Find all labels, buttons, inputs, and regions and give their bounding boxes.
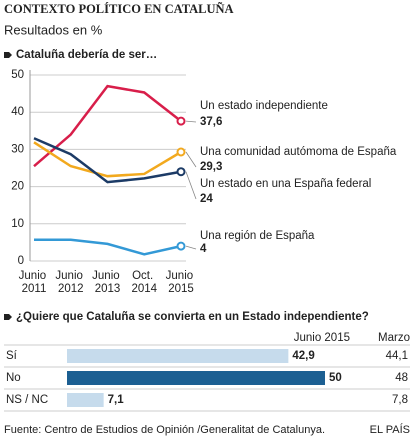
column-header: Marzo [378, 332, 410, 344]
value-label: 29,3 [200, 161, 222, 173]
category-label: NS / NC [6, 394, 48, 406]
connector [185, 245, 197, 250]
series-line [33, 141, 182, 178]
connector [185, 151, 197, 168]
x-tick-label: Junio 2013 [92, 270, 123, 295]
x-tick-label-line: 2014 [131, 283, 157, 295]
value-label: 24 [200, 193, 213, 205]
series-line [34, 238, 182, 256]
legend-label: Una comunidad autómoma de España [200, 146, 397, 158]
x-tick-label-line: 2013 [95, 283, 121, 295]
chart-title: ¿Quiere que Cataluña se convierta en un … [16, 311, 369, 323]
series-line [33, 84, 182, 168]
y-tick-label: 50 [11, 69, 24, 81]
x-tick-label-line: Junio [19, 270, 50, 282]
value-label: 7,1 [108, 394, 125, 406]
series-line [33, 137, 182, 184]
source: Fuente: Centro de Estudios de Opinión /G… [4, 424, 325, 436]
value-label: 7,8 [392, 394, 408, 406]
y-tick-label: 0 [18, 255, 24, 267]
x-tick-label-line: Junio [55, 270, 86, 282]
x-tick-label-line: Oct. [132, 270, 156, 282]
bar [67, 349, 289, 363]
x-tick-label-line: Junio [166, 270, 197, 282]
y-tick-label: 40 [11, 106, 24, 118]
end-marker [176, 147, 186, 157]
value-label: 37,6 [200, 116, 222, 128]
category-label: No [6, 372, 21, 384]
value-label: 44,1 [386, 350, 408, 362]
bar [67, 393, 104, 407]
column-header: Junio 2015 [294, 332, 350, 344]
connector [185, 120, 197, 123]
x-tick-label: Junio 2012 [55, 270, 86, 295]
title: CONTEXTO POLÍTICO EN CATALUÑA [4, 2, 234, 16]
x-tick-label: Junio 2011 [19, 270, 50, 295]
x-tick-label-line: Junio [92, 270, 123, 282]
legend-label: Una región de España [200, 230, 315, 242]
bar [67, 371, 325, 385]
category-label: Sí [6, 350, 18, 362]
x-tick-label: Junio 2015 [166, 270, 197, 295]
subtitle: Resultados en % [4, 22, 103, 37]
end-marker [176, 167, 186, 177]
end-marker [176, 241, 186, 251]
end-marker [176, 116, 186, 126]
y-tick-label: 20 [11, 181, 24, 193]
y-tick-label: 30 [11, 143, 24, 155]
value-label: 50 [329, 372, 342, 384]
value-label: 4 [200, 243, 207, 255]
brand: EL PAÍS [370, 423, 410, 436]
bullet [4, 52, 12, 58]
x-tick-label-line: 2015 [168, 283, 194, 295]
y-tick-label: 10 [11, 218, 24, 230]
value-label: 42,9 [292, 350, 314, 362]
value-label: 48 [395, 372, 408, 384]
connector [185, 171, 197, 200]
bullet [4, 314, 12, 320]
chart-title: Cataluña debería de ser… [16, 49, 157, 61]
legend-label: Un estado independiente [200, 100, 328, 112]
x-tick-label-line: 2012 [58, 283, 84, 295]
legend-label: Un estado en una España federal [200, 178, 371, 190]
x-tick-label-line: 2011 [22, 283, 47, 295]
x-tick-label: Oct. 2014 [131, 270, 157, 295]
